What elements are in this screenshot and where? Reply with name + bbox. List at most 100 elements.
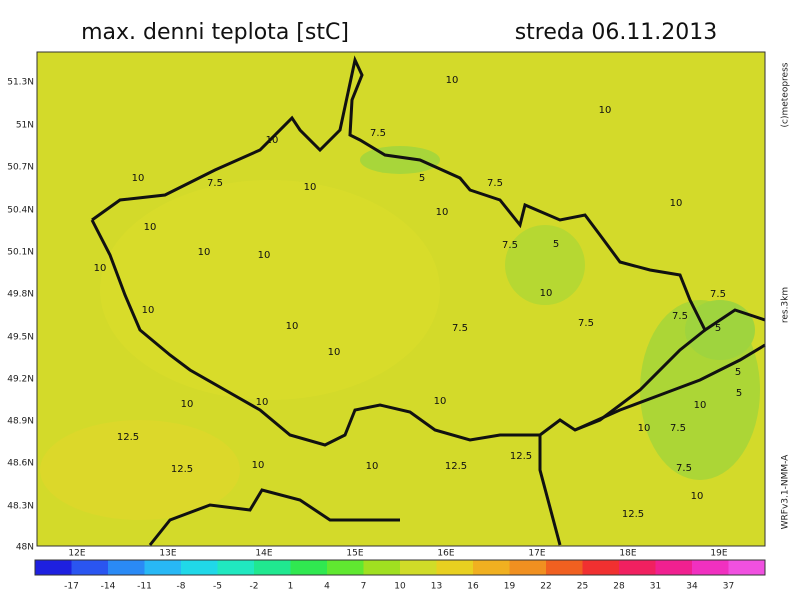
colorbar-cell [363,560,401,575]
contour-label: 12.5 [117,432,139,443]
contour-label: 12.5 [171,464,193,475]
colorbar-label: 19 [504,582,516,592]
contour-label: 12.5 [510,451,532,462]
contour-label: 7.5 [502,240,518,251]
longitude-label: 16E [437,549,454,559]
contour-label: 10 [94,263,107,274]
contour-label: 10 [266,135,279,146]
colorbar-cell [728,560,766,575]
credit-text: (c)meteopress [781,62,791,127]
contour-label: 10 [142,305,155,316]
colorbar-label: 1 [288,582,294,592]
map-date: streda 06.11.2013 [515,20,718,45]
latitude-label: 48.3N [7,502,34,512]
contour-label: 12.5 [622,509,644,520]
colorbar-label: 10 [394,582,406,592]
contour-label: 10 [304,182,317,193]
country-border [148,488,400,546]
colorbar-label: -2 [250,582,259,592]
contour-label: 10 [144,222,157,233]
contour-label: 5 [715,323,721,334]
contour-label: 7.5 [578,318,594,329]
colorbar-label: 4 [324,582,330,592]
cool-area [360,146,440,174]
longitude-label: 13E [159,549,176,559]
mild-area [100,180,440,400]
latitude-label: 49.2N [7,375,34,385]
colorbar-cell [436,560,474,575]
colorbar-label: 31 [650,582,661,592]
contour-label: 5 [736,388,742,399]
contour-label: 10 [252,460,265,471]
contour-label: 7.5 [487,178,503,189]
colorbar-cell [546,560,583,575]
contour-label: 10 [638,423,651,434]
latitude-label: 48.6N [7,459,34,469]
contour-label: 10 [446,75,459,86]
colorbar-frame [34,559,766,576]
contour-label: 10 [132,173,145,184]
colorbar-label: -17 [64,582,79,592]
longitude-label: 12E [68,549,85,559]
contour-label: 10 [670,198,683,209]
colorbar-label: -11 [137,582,152,592]
contour-label: 10 [434,396,447,407]
contour-label: 5 [553,239,559,250]
contour-label: 7.5 [676,463,692,474]
contour-label: 10 [258,250,271,261]
latitude-label: 50.7N [7,163,34,173]
contour-label: 7.5 [710,289,726,300]
cool-area [505,225,585,305]
colorbar-cell [692,560,729,575]
colorbar-cell [181,560,218,575]
colorbar-cell [254,560,291,575]
latitude-label: 50.1N [7,248,34,258]
warm-area [40,420,240,520]
contour-label: 7.5 [670,423,686,434]
contour-label: 7.5 [452,323,468,334]
labels: 10 10 7.5 10 10 7.5 10 5 7.5 10 10 10 7.5 5 10 10 10 10 7.… [94,75,743,520]
latitude-label: 50.4N [7,206,34,216]
longitude-label: 17E [528,549,545,559]
credit-text: res.3km [781,287,791,323]
colorbar-cell [327,560,364,575]
colorbar-cell [509,560,547,575]
map-frame [36,51,766,547]
contour-label: 5 [735,367,741,378]
longitude-label: 15E [346,549,363,559]
contour-label: 10 [328,347,341,358]
latitude-label: 48.9N [7,417,34,427]
colorbar-cell [290,560,328,575]
contour-label: 10 [691,491,704,502]
contour-label: 10 [198,247,211,258]
country-border [574,343,766,432]
longitude-label: 19E [710,549,727,559]
contour-label: 10 [286,321,299,332]
colorbar-label: 34 [686,582,698,592]
latitude-label: 49.5N [7,333,34,343]
country-border [91,55,766,333]
contour-label: 10 [599,105,612,116]
contour-label: 10 [694,400,707,411]
colorbar-cell [144,560,182,575]
colorbar-cell [400,560,437,575]
country-border [538,435,562,546]
colorbar-label: 37 [723,582,734,592]
colorbar-label: -14 [101,582,116,592]
credit-text: WRFv3.1-NMM-A [781,454,791,530]
map-area [36,51,766,547]
colorbar-label: 7 [361,582,367,592]
colorbar-cell [473,560,510,575]
latitude-label: 48N [16,543,34,553]
colorbar-cell [619,560,656,575]
contour-label: 7.5 [370,128,386,139]
colorbar-label: 13 [431,582,442,592]
colorbar-cell [71,560,109,575]
colorbar-label: -5 [213,582,222,592]
latitude-label: 51N [16,121,34,131]
colorbar-label: 22 [540,582,551,592]
contour-label: 7.5 [672,311,688,322]
cool-area [685,300,755,360]
contour-label: 7.5 [207,178,223,189]
